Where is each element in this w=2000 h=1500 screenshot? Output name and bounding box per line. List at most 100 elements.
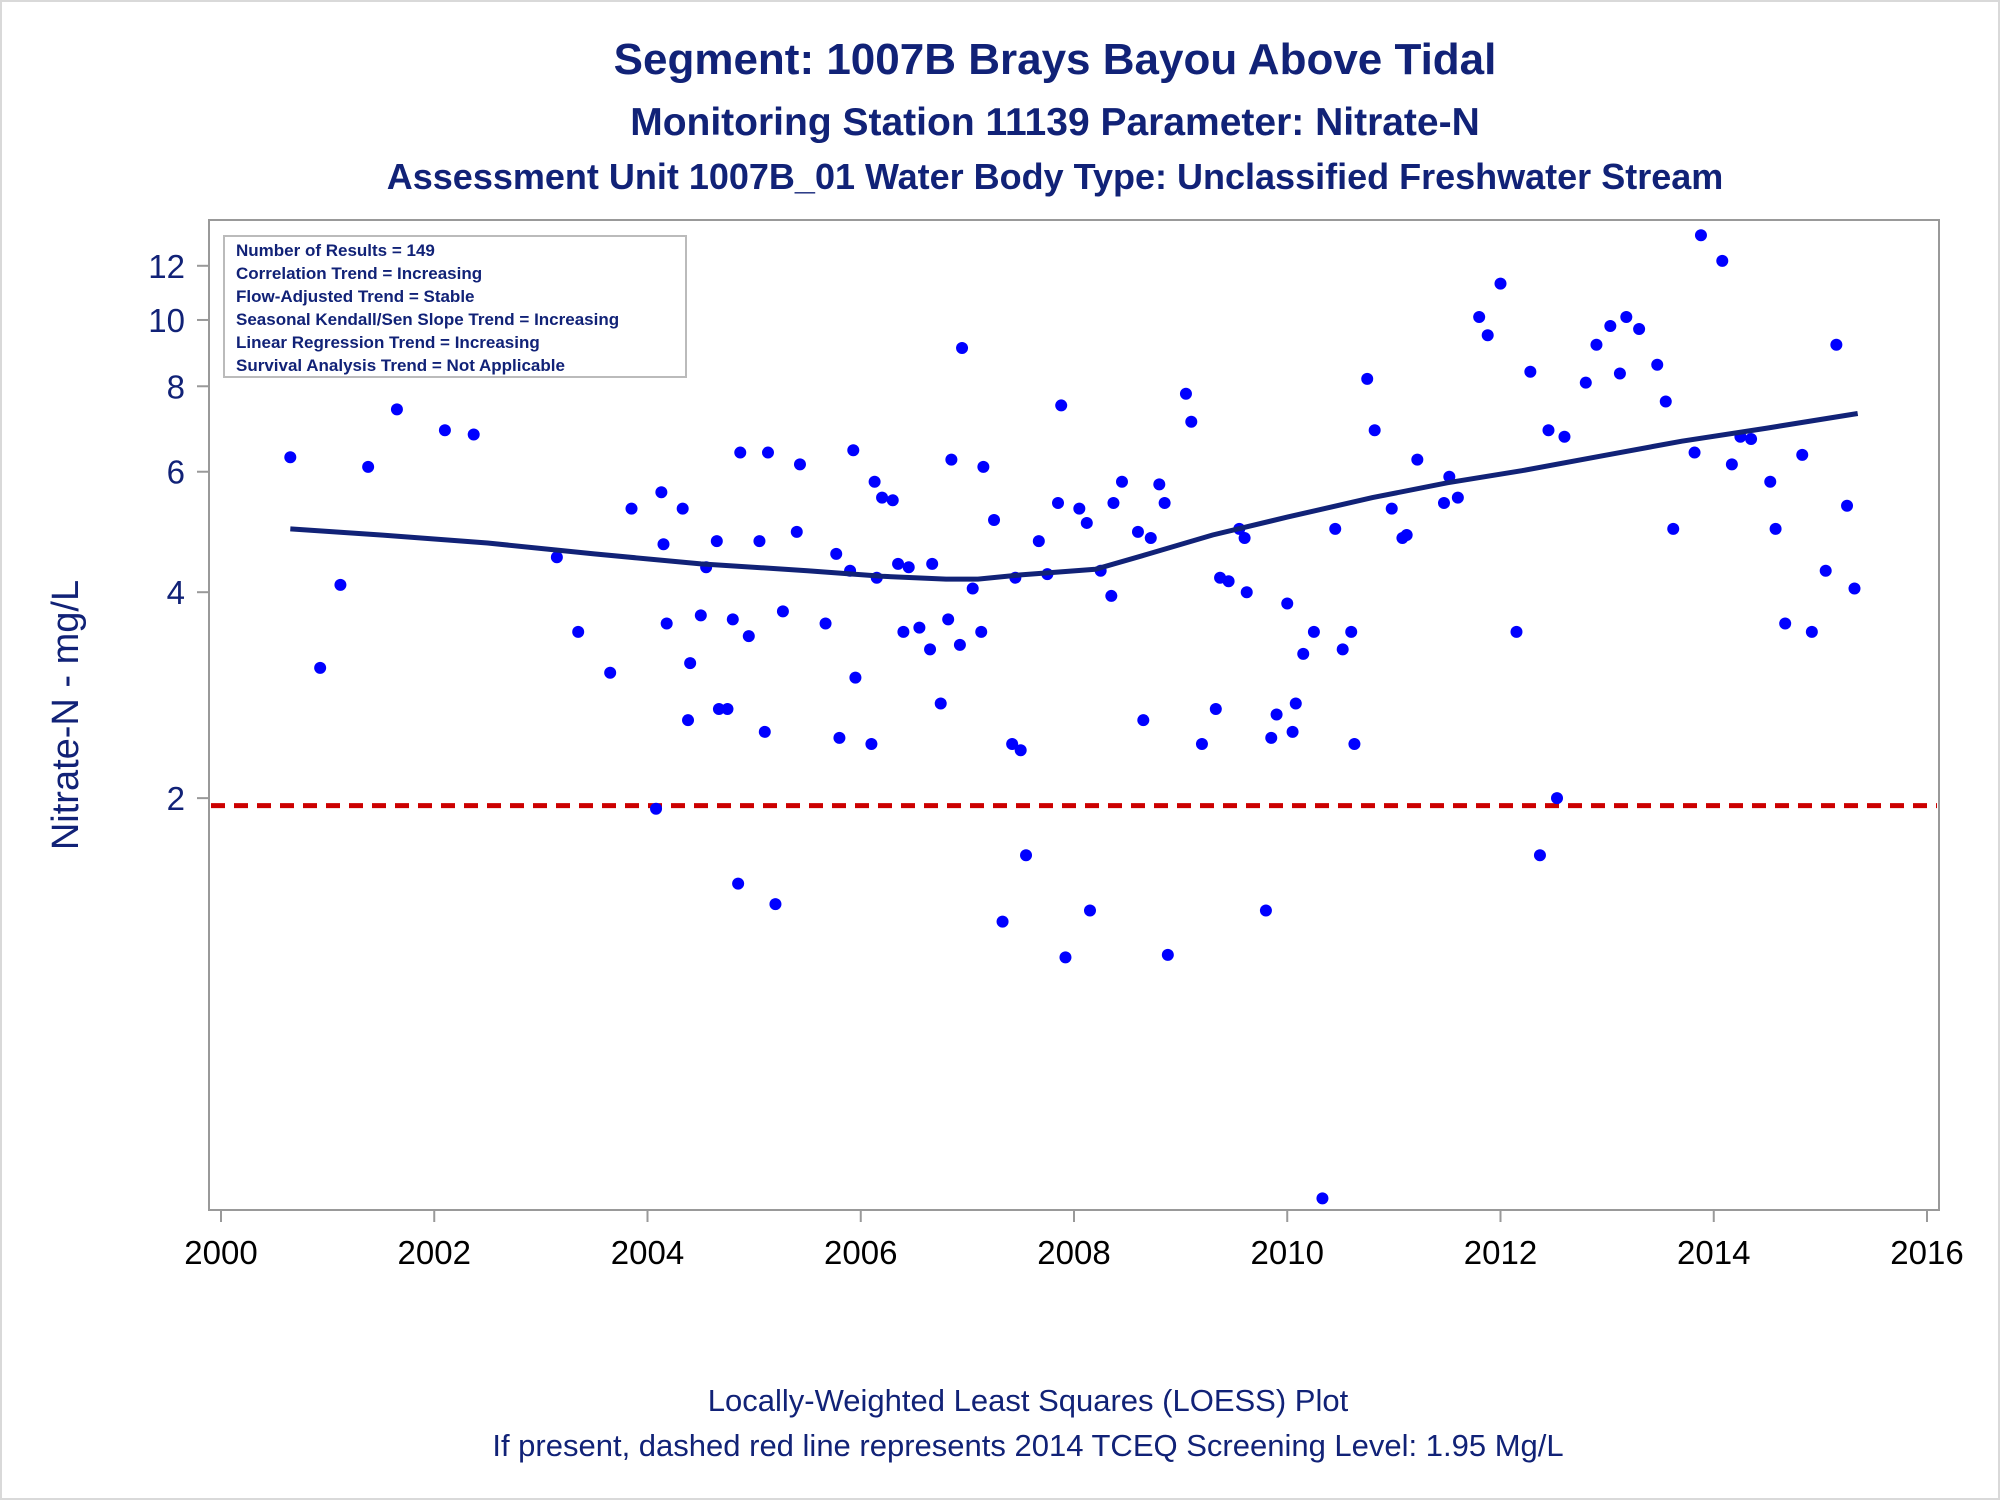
data-point — [1105, 589, 1118, 602]
data-point — [1667, 522, 1680, 535]
stats-box-line: Number of Results = 149 — [236, 241, 435, 260]
data-point — [334, 578, 347, 591]
data-point — [1604, 319, 1617, 332]
data-point — [726, 613, 739, 626]
y-axis-label: Nitrate-N - mg/L — [45, 580, 87, 850]
data-point — [1764, 475, 1777, 488]
data-point — [1779, 617, 1792, 630]
data-point — [926, 557, 939, 570]
y-tick-label: 8 — [167, 368, 185, 405]
data-point — [1080, 516, 1093, 529]
y-tick-label: 12 — [148, 248, 185, 285]
data-point — [819, 617, 832, 630]
data-point — [1716, 254, 1729, 267]
data-points — [284, 229, 1861, 1205]
chart-title: Segment: 1007B Brays Bayou Above Tidal — [613, 35, 1497, 84]
data-point — [1055, 399, 1068, 412]
x-tick-label: 2010 — [1251, 1234, 1324, 1271]
data-point — [1745, 432, 1758, 445]
data-point — [1451, 491, 1464, 504]
y-tick-label: 2 — [167, 780, 185, 817]
data-point — [924, 643, 937, 656]
data-point — [769, 898, 782, 911]
x-tick-label: 2008 — [1037, 1234, 1110, 1271]
data-point — [734, 446, 747, 459]
data-point — [1533, 849, 1546, 862]
data-point — [988, 514, 1001, 527]
data-point — [1830, 338, 1843, 351]
x-tick-label: 2006 — [824, 1234, 897, 1271]
stats-box-line: Linear Regression Trend = Increasing — [236, 333, 540, 352]
data-point — [390, 403, 403, 416]
data-point — [868, 475, 881, 488]
data-point — [710, 535, 723, 548]
data-point — [1107, 497, 1120, 510]
data-point — [1361, 372, 1374, 385]
data-point — [1688, 446, 1701, 459]
data-point — [438, 424, 451, 437]
data-point — [1115, 475, 1128, 488]
data-point — [753, 535, 766, 548]
data-point — [977, 460, 990, 473]
data-point — [996, 915, 1009, 928]
data-point — [1620, 311, 1633, 324]
data-point — [1006, 737, 1019, 750]
data-point — [1222, 575, 1235, 588]
data-point — [1841, 499, 1854, 512]
data-point — [1805, 625, 1818, 638]
data-point — [966, 582, 979, 595]
data-point — [902, 561, 915, 574]
data-point — [1185, 415, 1198, 428]
data-point — [793, 458, 806, 471]
data-point — [655, 486, 668, 499]
data-point — [934, 697, 947, 710]
data-point — [1052, 497, 1065, 510]
data-point — [1238, 532, 1251, 545]
data-point — [1032, 535, 1045, 548]
data-point — [1524, 365, 1537, 378]
data-point — [876, 491, 889, 504]
data-point — [1281, 597, 1294, 610]
data-point — [847, 444, 860, 457]
data-point — [284, 451, 297, 464]
data-point — [1725, 458, 1738, 471]
data-point — [1848, 582, 1861, 595]
data-point — [1542, 424, 1555, 437]
data-point — [1368, 424, 1381, 437]
data-point — [1020, 849, 1033, 862]
data-point — [1411, 453, 1424, 466]
y-tick-label: 10 — [148, 302, 185, 339]
data-point — [1153, 478, 1166, 491]
data-point — [1209, 702, 1222, 715]
data-point — [790, 525, 803, 538]
data-point — [1131, 525, 1144, 538]
data-point — [721, 702, 734, 715]
data-point — [625, 502, 638, 515]
data-point — [1651, 358, 1664, 371]
data-point — [682, 714, 695, 727]
data-point — [1083, 904, 1096, 917]
data-point — [1796, 448, 1809, 461]
x-tick-label: 2012 — [1464, 1234, 1537, 1271]
y-tick-label: 4 — [167, 574, 185, 611]
data-point — [1158, 497, 1171, 510]
x-tick-label: 2014 — [1677, 1234, 1750, 1271]
data-point — [1437, 497, 1450, 510]
footnote-loess: Locally-Weighted Least Squares (LOESS) P… — [707, 1383, 1349, 1418]
data-point — [758, 725, 771, 738]
data-point — [892, 557, 905, 570]
data-point — [1259, 904, 1272, 917]
data-point — [1336, 643, 1349, 656]
data-point — [742, 630, 755, 643]
data-point — [1769, 522, 1782, 535]
data-point — [776, 605, 789, 618]
data-point — [1400, 528, 1413, 541]
data-point — [953, 638, 966, 651]
stats-box-line: Seasonal Kendall/Sen Slope Trend = Incre… — [236, 310, 619, 329]
x-tick-label: 2004 — [611, 1234, 684, 1271]
data-point — [1265, 731, 1278, 744]
data-point — [1345, 625, 1358, 638]
loess-curve — [290, 411, 1859, 582]
data-point — [1510, 625, 1523, 638]
